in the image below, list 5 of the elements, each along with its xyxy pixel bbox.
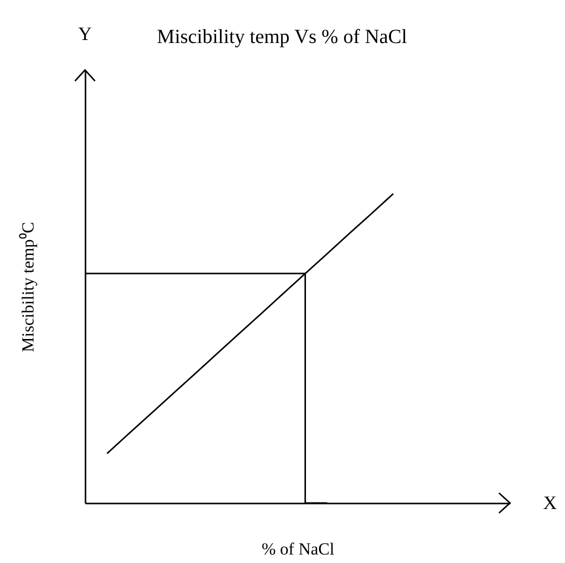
text: X (543, 493, 558, 514)
y-axis-title: Miscibility temp⁰C (18, 222, 38, 352)
chart-title: Miscibility temp Vs % of NaCl (156, 26, 408, 48)
text: Y (78, 24, 92, 45)
x-axis-title: % of NaCl (262, 540, 335, 558)
